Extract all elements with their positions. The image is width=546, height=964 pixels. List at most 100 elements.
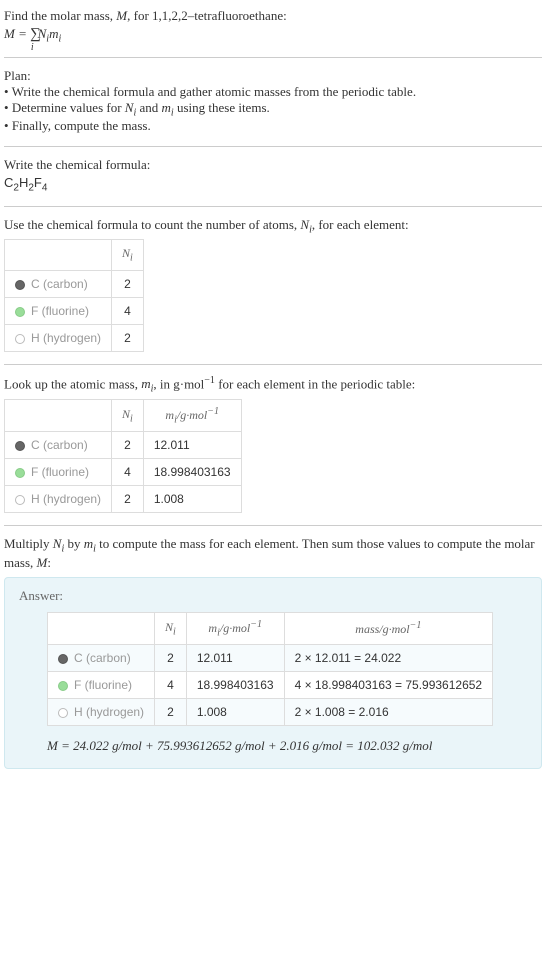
element-cell: H (hydrogen) <box>5 324 112 351</box>
chem-el: F <box>34 175 42 190</box>
chem-el: C <box>4 175 13 190</box>
chem-n: 4 <box>42 183 48 194</box>
table-header-mass: mass/g·mol−1 <box>284 612 493 644</box>
n-cell: 4 <box>112 297 144 324</box>
count-heading-b: , for each element: <box>312 217 409 232</box>
multiply-heading: Multiply Ni by mi to compute the mass fo… <box>4 536 542 571</box>
m-cell: 12.011 <box>143 432 241 459</box>
table-header-row: Ni <box>5 240 144 270</box>
element-cell: F (fluorine) <box>48 672 155 699</box>
n-cell: 2 <box>112 270 144 297</box>
plan-item-text: Finally, compute the mass. <box>12 118 151 133</box>
lookup-heading-a: Look up the atomic mass, <box>4 376 141 391</box>
m-cell: 1.008 <box>186 699 284 726</box>
intro-text-b: , for 1,1,2,2–tetrafluoroethane: <box>127 8 287 23</box>
element-dot-icon <box>58 681 68 691</box>
plan-item: Finally, compute the mass. <box>4 118 542 134</box>
plan-item: Write the chemical formula and gather at… <box>4 84 542 100</box>
element-name: C (carbon) <box>74 651 131 665</box>
mass-cell: 4 × 18.998403163 = 75.993612652 <box>284 672 493 699</box>
chem-formula-section: Write the chemical formula: C2H2F4 <box>4 157 542 194</box>
element-cell: F (fluorine) <box>5 459 112 486</box>
plan-section: Plan: Write the chemical formula and gat… <box>4 68 542 135</box>
plan-item: Determine values for Ni and mi using the… <box>4 100 542 119</box>
chemical-formula: C2H2F4 <box>4 175 542 194</box>
element-dot-icon <box>15 280 25 290</box>
plan-heading: Plan: <box>4 68 542 84</box>
intro-var-m: M <box>116 8 127 23</box>
table-header-m: mi/g·mol−1 <box>143 399 241 431</box>
table-row: C (carbon) 2 <box>5 270 144 297</box>
divider <box>4 57 542 58</box>
count-section: Use the chemical formula to count the nu… <box>4 217 542 352</box>
count-heading-a: Use the chemical formula to count the nu… <box>4 217 300 232</box>
plan-list: Write the chemical formula and gather at… <box>4 84 542 135</box>
lookup-table: Ni mi/g·mol−1 C (carbon) 2 12.011 F (flu… <box>4 399 242 513</box>
element-dot-icon <box>15 334 25 344</box>
m-cell: 18.998403163 <box>186 672 284 699</box>
table-row: C (carbon) 2 12.011 2 × 12.011 = 24.022 <box>48 645 493 672</box>
multiply-var-m: M <box>37 555 48 570</box>
element-cell: C (carbon) <box>5 270 112 297</box>
element-cell: H (hydrogen) <box>48 699 155 726</box>
element-name: F (fluorine) <box>31 304 89 318</box>
n-cell: 4 <box>155 672 187 699</box>
count-table: Ni C (carbon) 2 F (fluorine) 4 H (hydrog… <box>4 239 144 351</box>
element-name: F (fluorine) <box>31 465 89 479</box>
element-dot-icon <box>58 708 68 718</box>
element-name: C (carbon) <box>31 277 88 291</box>
final-answer: M = 24.022 g/mol + 75.993612652 g/mol + … <box>47 738 527 754</box>
m-cell: 18.998403163 <box>143 459 241 486</box>
mass-cell: 2 × 12.011 = 24.022 <box>284 645 493 672</box>
chem-heading: Write the chemical formula: <box>4 157 542 173</box>
table-row: H (hydrogen) 2 1.008 2 × 1.008 = 2.016 <box>48 699 493 726</box>
lookup-section: Look up the atomic mass, mi, in g·mol−1 … <box>4 375 542 513</box>
table-row: F (fluorine) 4 18.998403163 4 × 18.99840… <box>48 672 493 699</box>
element-cell: H (hydrogen) <box>5 486 112 513</box>
divider <box>4 364 542 365</box>
m-cell: 1.008 <box>143 486 241 513</box>
m-cell: 12.011 <box>186 645 284 672</box>
divider <box>4 206 542 207</box>
table-header-empty <box>5 399 112 431</box>
n-cell: 2 <box>112 432 144 459</box>
table-header-row: Ni mi/g·mol−1 mass/g·mol−1 <box>48 612 493 644</box>
table-row: F (fluorine) 4 18.998403163 <box>5 459 242 486</box>
table-row: F (fluorine) 4 <box>5 297 144 324</box>
n-cell: 2 <box>155 699 187 726</box>
mass-cell: 2 × 1.008 = 2.016 <box>284 699 493 726</box>
table-row: H (hydrogen) 2 1.008 <box>5 486 242 513</box>
divider <box>4 146 542 147</box>
element-dot-icon <box>15 495 25 505</box>
multiply-heading-d: : <box>47 555 51 570</box>
lookup-heading-c: for each element in the periodic table: <box>215 376 415 391</box>
element-name: F (fluorine) <box>74 678 132 692</box>
table-row: C (carbon) 2 12.011 <box>5 432 242 459</box>
table-header-n: Ni <box>112 240 144 270</box>
n-cell: 2 <box>112 324 144 351</box>
answer-label: Answer: <box>19 588 527 604</box>
element-dot-icon <box>58 654 68 664</box>
count-heading: Use the chemical formula to count the nu… <box>4 217 542 236</box>
table-header-n: Ni <box>112 399 144 431</box>
n-cell: 2 <box>112 486 144 513</box>
divider <box>4 525 542 526</box>
table-row: H (hydrogen) 2 <box>5 324 144 351</box>
table-header-empty <box>48 612 155 644</box>
table-header-empty <box>5 240 112 270</box>
n-cell: 2 <box>155 645 187 672</box>
element-cell: F (fluorine) <box>5 297 112 324</box>
element-dot-icon <box>15 307 25 317</box>
lookup-heading-b: , in g·mol <box>153 376 204 391</box>
element-name: H (hydrogen) <box>31 492 101 506</box>
element-dot-icon <box>15 441 25 451</box>
multiply-heading-b: by <box>64 536 84 551</box>
table-header-row: Ni mi/g·mol−1 <box>5 399 242 431</box>
chem-el: H <box>19 175 28 190</box>
element-dot-icon <box>15 468 25 478</box>
table-header-m: mi/g·mol−1 <box>186 612 284 644</box>
element-name: H (hydrogen) <box>74 705 144 719</box>
answer-table: Ni mi/g·mol−1 mass/g·mol−1 C (carbon) 2 … <box>47 612 493 726</box>
intro-section: Find the molar mass, M, for 1,1,2,2–tetr… <box>4 8 542 45</box>
multiply-section: Multiply Ni by mi to compute the mass fo… <box>4 536 542 769</box>
